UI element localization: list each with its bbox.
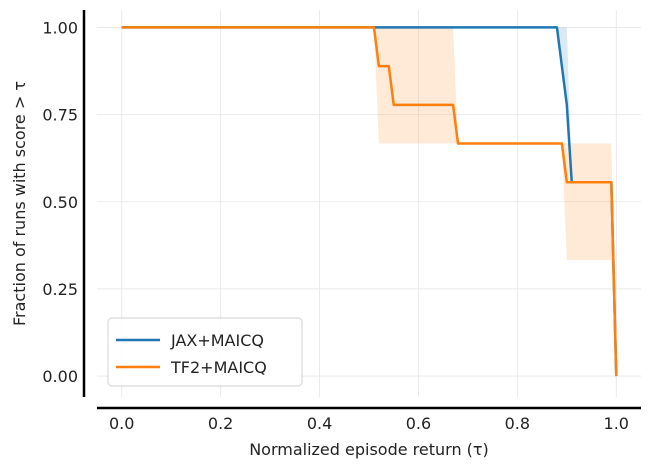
- legend: JAX+MAICQ TF2+MAICQ: [107, 317, 303, 387]
- y-tick-label: 0.25: [42, 280, 78, 299]
- tick-labels: 0.0 0.2 0.4 0.6 0.8 1.0 0.00 0.25 0.50 0.75 1.00: [42, 18, 629, 433]
- y-tick-label: 1.00: [42, 18, 78, 37]
- x-tick-label: 0.8: [505, 414, 530, 433]
- axes: [82, 10, 641, 410]
- x-tick-label: 0.0: [109, 414, 134, 433]
- legend-label-tf2-maicq: TF2+MAICQ: [170, 358, 267, 377]
- legend-box: [107, 317, 303, 387]
- x-tick-label: 0.6: [406, 414, 431, 433]
- confidence-bands: [121, 27, 617, 377]
- series-lines: [121, 26, 618, 377]
- x-tick-label: 0.2: [208, 414, 233, 433]
- y-tick-label: 0.00: [42, 367, 78, 386]
- x-tick-label: 0.4: [307, 414, 332, 433]
- y-tick-label: 0.75: [42, 106, 78, 125]
- x-axis-title: Normalized episode return (τ): [249, 440, 489, 459]
- line-tf2-maicq: [121, 26, 618, 377]
- legend-label-jax-maicq: JAX+MAICQ: [170, 331, 264, 350]
- band-jax-maicq: [121, 27, 617, 377]
- y-tick-label: 0.50: [42, 193, 78, 212]
- x-tick-label: 1.0: [604, 414, 629, 433]
- y-axis-title: Fraction of runs with score > τ: [10, 81, 29, 326]
